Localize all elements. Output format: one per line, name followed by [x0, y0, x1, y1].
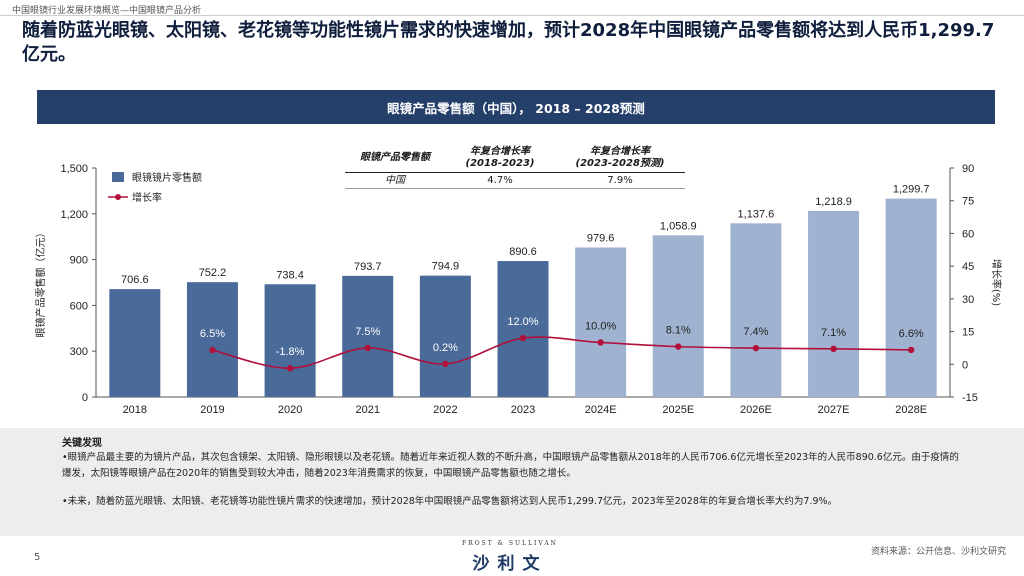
cagr-region: 中国	[385, 175, 405, 186]
bar-value-label: 1,218.9	[815, 196, 852, 208]
left-tick-label: 1,500	[60, 163, 88, 175]
top-divider	[0, 15, 1024, 16]
bar-value-label: 1,299.7	[893, 184, 930, 196]
growth-rate-point	[364, 344, 371, 352]
key-finding-paragraph: •未来，随着防蓝光眼镜、太阳镜、老花镜等功能性镜片需求的快速增加，预计2028年…	[62, 496, 838, 507]
y-axis-label: 眼镜产品零售额（亿元）	[34, 228, 47, 338]
cagr-header-2023-2028: 年复合增长率 (2023-2028预测)	[575, 145, 665, 169]
bar	[186, 282, 238, 397]
bar-value-label: 738.4	[276, 269, 304, 281]
logo-chinese: 沙利文	[472, 554, 548, 574]
legend-line-marker	[115, 194, 121, 200]
bar-value-label: 793.7	[354, 261, 382, 273]
left-tick-label: 0	[82, 392, 88, 404]
x-tick-label: 2021	[355, 404, 379, 416]
growth-rate-label: 6.6%	[899, 328, 924, 340]
x-tick-label: 2028E	[895, 404, 927, 416]
bar	[730, 223, 782, 397]
x-tick-label: 2024E	[585, 404, 617, 416]
growth-rate-label: 7.4%	[743, 326, 768, 338]
breadcrumb: 中国眼镜行业发展环境概览—中国眼镜产品分析	[12, 6, 202, 16]
right-tick-label: 60	[962, 228, 974, 240]
x-tick-label: 2025E	[662, 404, 694, 416]
growth-rate-label: 0.2%	[433, 342, 458, 354]
bar	[264, 284, 316, 397]
growth-rate-line	[212, 336, 912, 370]
x-tick-label: 2020	[278, 404, 302, 416]
left-tick-label: 300	[70, 346, 88, 358]
growth-rate-point	[519, 334, 527, 342]
key-finding-paragraph: •眼镜产品最主要的为镜片产品，其次包含镜架、太阳镜、隐形眼镜以及老花镜。随着近年…	[62, 452, 959, 479]
bar-value-label: 1,058.9	[660, 220, 697, 232]
legend-line-label: 增长率	[132, 191, 162, 204]
logo-english: FROST & SULLIVAN	[462, 540, 558, 547]
cagr-value-2018-2023: 4.7%	[487, 175, 513, 186]
bar-value-label: 890.6	[509, 246, 537, 258]
growth-rate-point	[209, 346, 216, 354]
bar	[885, 198, 937, 397]
retail-sales-chart: 0 300 600 900 1,200 1,500 -15 0 15 30 45 60 75 90 眼镜产品…	[34, 163, 1003, 416]
left-tick-label: 1,200	[60, 209, 88, 221]
y2-axis-label: 增长率(%)	[990, 259, 1003, 306]
right-tick-label: 75	[962, 196, 974, 208]
frost-sullivan-logo: FROST & SULLIVAN 沙利文	[420, 540, 600, 574]
growth-rate-point	[442, 360, 449, 368]
cagr-table: 眼镜产品零售额 年复合增长率 (2018-2023) 年复合增长率 (2023-…	[345, 143, 685, 189]
x-tick-label: 2019	[200, 404, 224, 416]
growth-rate-label: 12.0%	[507, 316, 538, 328]
growth-rate-point	[597, 339, 604, 346]
growth-rate-label: 6.5%	[200, 328, 225, 340]
legend-bar-label: 眼镜镜片零售额	[132, 171, 202, 184]
source-note: 资料来源：公开信息、沙利文研究	[870, 547, 1006, 557]
growth-rate-point	[675, 343, 682, 350]
right-tick-label: 15	[962, 327, 974, 339]
growth-rate-label: 7.5%	[355, 326, 380, 338]
bar	[808, 210, 860, 397]
growth-rate-label: 8.1%	[666, 325, 691, 337]
chart-title-banner: 眼镜产品零售额（中国）， 2018 – 2028预测	[37, 90, 995, 124]
growth-rate-point	[907, 346, 915, 354]
right-tick-label: 30	[962, 294, 974, 306]
x-tick-label: 2022	[433, 404, 457, 416]
growth-rate-point	[752, 344, 760, 352]
growth-rate-point	[830, 345, 837, 353]
cagr-value-2023-2028: 7.9%	[607, 175, 633, 186]
bar-value-label: 706.6	[121, 274, 149, 286]
bar	[419, 275, 471, 397]
growth-rate-label: 10.0%	[585, 320, 616, 332]
right-tick-label: 45	[962, 261, 974, 273]
bar-value-label: 752.2	[199, 267, 227, 279]
bar	[497, 261, 549, 397]
x-tick-label: 2023	[511, 404, 535, 416]
left-tick-label: 900	[70, 255, 88, 267]
bar	[109, 289, 161, 397]
page-title: 随着防蓝光眼镜、太阳镜、老花镜等功能性镜片需求的快速增加，预计2028年中国眼镜…	[22, 20, 995, 65]
bar-value-label: 794.9	[432, 261, 460, 273]
x-tick-label: 2026E	[740, 404, 772, 416]
growth-rate-label: 7.1%	[821, 327, 846, 339]
page-number: 5	[34, 552, 41, 563]
right-tick-label: -15	[962, 392, 978, 404]
cagr-header-2018-2023: 年复合增长率 (2018-2023)	[465, 145, 535, 169]
right-tick-label: 0	[962, 359, 968, 371]
bar	[575, 247, 627, 397]
cagr-header-label: 眼镜产品零售额	[360, 151, 430, 163]
left-tick-label: 600	[70, 300, 88, 312]
bar-value-label: 979.6	[587, 232, 615, 244]
x-tick-label: 2027E	[818, 404, 850, 416]
growth-rate-label: -1.8%	[276, 346, 305, 358]
bar-value-label: 1,137.6	[738, 208, 775, 220]
key-findings-panel: 关键发现 •眼镜产品最主要的为镜片产品，其次包含镜架、太阳镜、隐形眼镜以及老花镜…	[0, 428, 1024, 536]
bar	[342, 275, 394, 397]
legend-bar-swatch	[112, 172, 124, 182]
growth-rate-point	[286, 365, 294, 372]
right-tick-label: 90	[962, 163, 974, 175]
bar	[652, 235, 704, 397]
key-findings-title: 关键发现	[62, 438, 102, 449]
x-tick-label: 2018	[123, 404, 147, 416]
